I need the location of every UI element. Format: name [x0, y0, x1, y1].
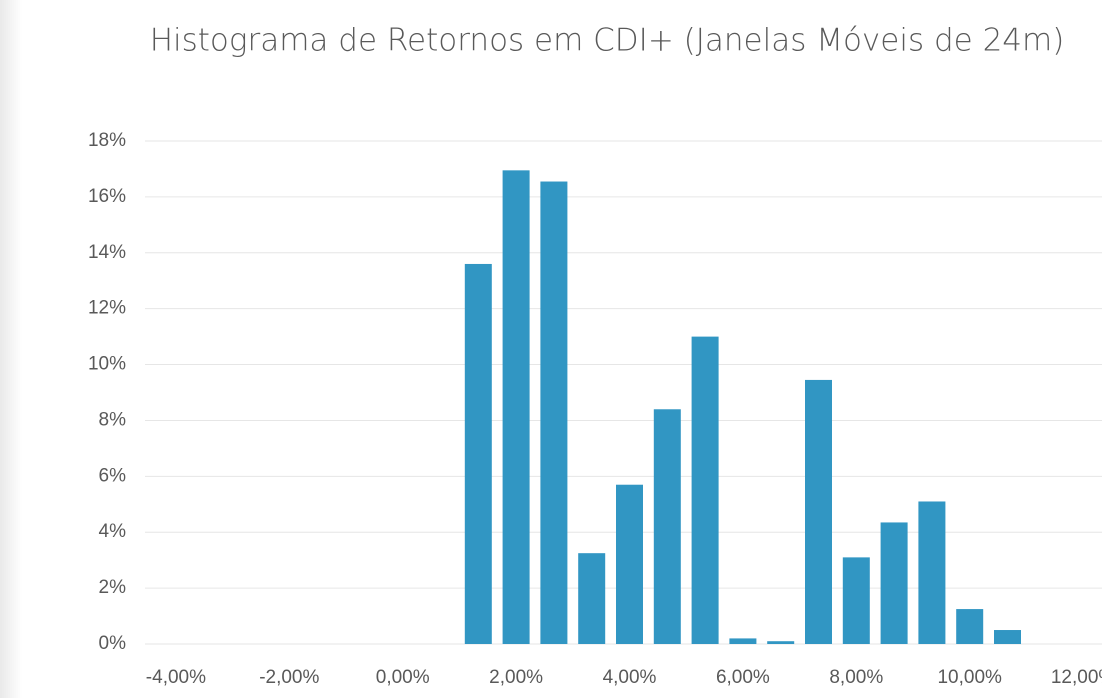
- y-tick-label: 4%: [99, 521, 127, 542]
- bar: [616, 484, 643, 644]
- y-tick-label: 10%: [88, 354, 126, 375]
- bar: [805, 379, 832, 644]
- bar: [578, 553, 606, 644]
- x-tick-label: 10,00%: [937, 667, 1002, 688]
- x-tick-label: 4,00%: [603, 667, 657, 688]
- x-tick-label: 6,00%: [716, 667, 770, 688]
- y-tick-label: 12%: [88, 298, 126, 319]
- y-tick-label: 8%: [99, 409, 127, 430]
- bar: [956, 609, 984, 644]
- x-tick-label: 2,00%: [489, 667, 543, 688]
- x-tick-label: -2,00%: [259, 667, 319, 688]
- y-tick-label: 0%: [99, 633, 127, 654]
- y-tick-label: 6%: [99, 465, 127, 486]
- y-tick-label: 14%: [88, 242, 126, 263]
- bar: [842, 557, 870, 644]
- bar: [880, 522, 908, 644]
- chart-title: Histograma de Retornos em CDI+ (Janelas …: [150, 23, 1065, 59]
- y-tick-label: 18%: [88, 130, 126, 151]
- x-tick-label: 12,00%: [1051, 667, 1102, 688]
- bar: [653, 409, 681, 644]
- panel-shadow: [0, 0, 22, 698]
- bar: [767, 641, 795, 644]
- bar: [729, 638, 757, 644]
- y-tick-label: 16%: [88, 186, 126, 207]
- y-tick-label: 2%: [99, 577, 127, 598]
- x-tick-label: 0,00%: [376, 667, 430, 688]
- bar: [540, 181, 568, 644]
- bar: [918, 501, 946, 644]
- bar: [994, 630, 1021, 644]
- bar: [502, 170, 530, 644]
- x-tick-label: 8,00%: [829, 667, 883, 688]
- bar: [691, 336, 719, 644]
- x-tick-label: -4,00%: [146, 667, 206, 688]
- bar: [464, 263, 492, 644]
